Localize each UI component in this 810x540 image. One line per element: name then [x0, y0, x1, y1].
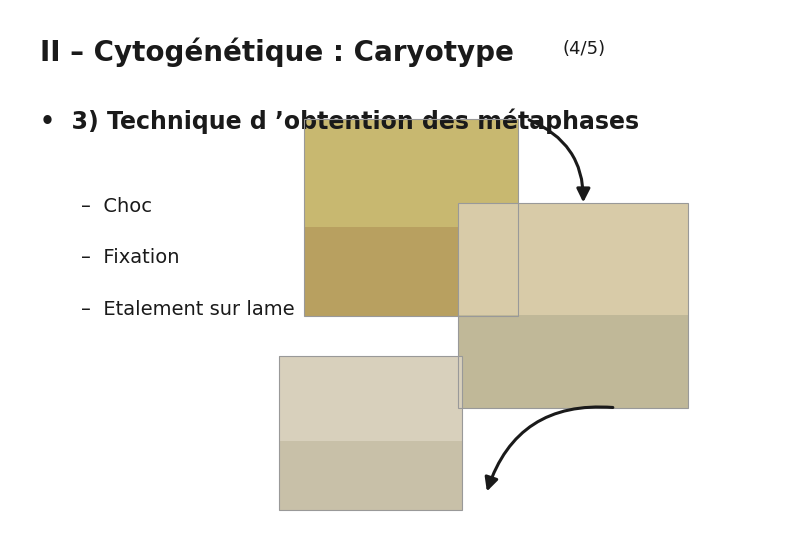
Bar — [304, 119, 518, 316]
Text: (4/5): (4/5) — [563, 40, 606, 58]
Bar — [458, 202, 688, 408]
Text: –  Fixation: – Fixation — [81, 248, 180, 267]
Text: –  Choc: – Choc — [81, 197, 152, 216]
Bar — [279, 356, 462, 441]
Bar — [458, 202, 688, 408]
Bar — [279, 356, 462, 510]
Text: •  3) Technique d ’obtention des métaphases: • 3) Technique d ’obtention des métaphas… — [40, 108, 640, 133]
Bar — [304, 119, 518, 227]
Text: –  Etalement sur lame: – Etalement sur lame — [81, 300, 295, 319]
Text: II – Cytogénétique : Caryotype: II – Cytogénétique : Caryotype — [40, 38, 514, 68]
Bar — [279, 356, 462, 510]
Bar — [304, 119, 518, 316]
Bar — [458, 202, 688, 315]
